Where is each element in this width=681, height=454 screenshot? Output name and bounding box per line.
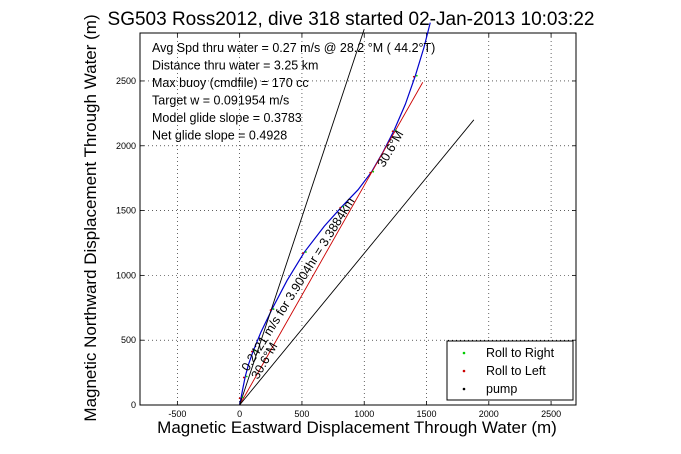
roll-left-point (250, 350, 253, 353)
x-tick-label: 2000 (479, 409, 499, 419)
info-text: Max buoy (cmdfile) = 170 cc (152, 76, 309, 90)
legend: Roll to Right Roll to Left pump (446, 340, 574, 401)
y-tick-label: 1500 (116, 206, 136, 216)
roll-right-point (372, 170, 375, 173)
info-text: Model glide slope = 0.3783 (152, 111, 302, 125)
roll-right-point (245, 375, 248, 378)
legend-marker (462, 369, 466, 373)
line-label: 0.2421 m/s for 3.9004hr = 3.3884km (239, 195, 358, 374)
y-tick-label: 500 (121, 335, 136, 345)
line-labels: 30.6°M 0.2421 m/s for 3.9004hr = 3.3884km… (239, 128, 407, 381)
roll-left-point (369, 171, 372, 174)
roll-left-point (238, 397, 241, 400)
x-tick-label: 0 (237, 409, 242, 419)
reference-line (239, 28, 365, 406)
chart-title: SG503 Ross2012, dive 318 started 02-Jan-… (108, 9, 595, 30)
x-tick-label: 1000 (354, 409, 374, 419)
x-tick-label: -500 (168, 409, 186, 419)
x-tick-label: 1500 (416, 409, 436, 419)
info-text: Target w = 0.091954 m/s (152, 94, 289, 108)
roll-right-point (241, 396, 244, 399)
reference-line (239, 82, 424, 406)
y-tick-label: 2000 (116, 141, 136, 151)
roll-right-point (253, 349, 256, 352)
line-label: 30.6°M (374, 128, 406, 169)
roll-right-point (305, 251, 307, 253)
roll-left-point (242, 376, 245, 379)
plot-frame (139, 32, 577, 406)
axis-ticks: -500 0 500 1000 1500 2000 2500 0 500 1000 1500 2000… (116, 33, 576, 419)
x-axis-label: Magnetic Eastward Displacement Through W… (157, 418, 557, 437)
roll-right-point (394, 129, 397, 132)
reference-line (239, 119, 475, 406)
roll-left-point (339, 206, 342, 209)
y-tick-label: 1000 (116, 270, 136, 280)
legend-label: Roll to Right (486, 346, 555, 360)
info-text: Net glide slope = 0.4928 (152, 129, 287, 143)
roll-right-point (415, 74, 418, 77)
data-lines (238, 22, 475, 406)
y-tick-label: 2500 (116, 76, 136, 86)
y-tick-label: 0 (131, 400, 136, 410)
info-text: Avg Spd thru water = 0.27 m/s @ 28.2 °M … (152, 41, 435, 55)
legend-label: Roll to Left (486, 364, 546, 378)
roll-left-point (412, 75, 415, 78)
legend-marker (462, 387, 466, 391)
x-tick-label: 2500 (541, 409, 561, 419)
legend-marker (462, 351, 466, 355)
roll-left-point (391, 130, 394, 133)
info-annotations: Avg Spd thru water = 0.27 m/s @ 28.2 °M … (152, 41, 435, 143)
x-tick-label: 500 (294, 409, 309, 419)
y-axis-label: Magnetic Northward Displacement Through … (81, 14, 100, 421)
info-text: Distance thru water = 3.25 km (152, 59, 318, 73)
roll-left-point (302, 252, 304, 254)
roll-left-point (269, 309, 272, 311)
roll-right-point (272, 308, 275, 310)
legend-label: pump (486, 382, 517, 396)
legend-box (446, 340, 574, 401)
roll-right-point (342, 205, 345, 208)
track-line (239, 22, 431, 406)
